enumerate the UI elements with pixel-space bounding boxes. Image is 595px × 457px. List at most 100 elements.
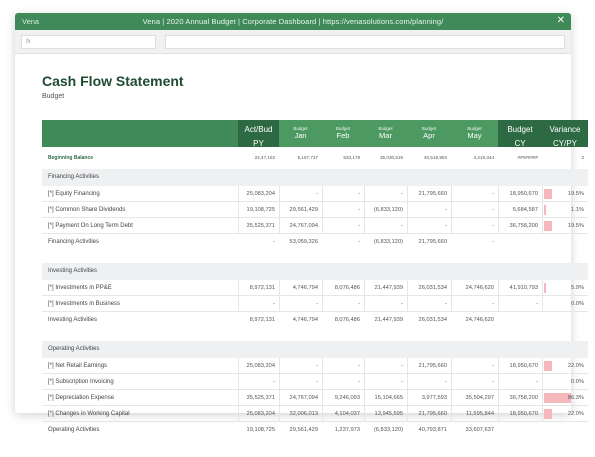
cell-border xyxy=(238,280,279,296)
column-header-2[interactable]: Budget Feb xyxy=(322,120,364,147)
cell-value[interactable]: - xyxy=(358,191,360,197)
cell-value[interactable]: 9,246,093 xyxy=(334,395,360,401)
cell-value[interactable]: 8,076,486 xyxy=(334,285,360,291)
row-label[interactable]: [*] Investments in Business xyxy=(48,301,121,307)
cell-value[interactable]: 21,447,939 xyxy=(374,285,403,291)
cell-value[interactable]: - xyxy=(401,191,403,197)
cell-value[interactable]: 19.5% xyxy=(567,223,584,229)
cell-value[interactable]: 21,795,660 xyxy=(418,363,447,369)
row-label[interactable]: [*] Payment On Long Term Debt xyxy=(48,223,133,229)
cell-value[interactable]: 25,083,204 xyxy=(246,411,275,417)
column-header-4[interactable]: Budget Apr xyxy=(407,120,451,147)
cell-value[interactable]: 35,525,371 xyxy=(246,223,275,229)
formula-input[interactable] xyxy=(165,35,565,49)
cell-value[interactable]: 24,767,094 xyxy=(289,395,318,401)
cell-value[interactable]: - xyxy=(316,379,318,385)
cell-value[interactable]: 36,758,200 xyxy=(509,223,538,229)
cell-border xyxy=(451,296,498,312)
cell-value[interactable]: 21,795,660 xyxy=(418,411,447,417)
cell-value[interactable]: 5.9% xyxy=(571,285,584,291)
name-box[interactable]: fx xyxy=(21,35,156,49)
cell-value: - xyxy=(358,239,360,245)
cell-value[interactable]: 21,795,660 xyxy=(418,191,447,197)
column-header-7[interactable]: Variance CY/PY xyxy=(542,120,588,148)
page-title: Cash Flow Statement xyxy=(42,73,184,89)
cell-value[interactable]: - xyxy=(316,363,318,369)
cell-value[interactable]: - xyxy=(358,207,360,213)
cell-value[interactable]: - xyxy=(492,191,494,197)
cell-value[interactable]: - xyxy=(273,301,275,307)
row-label[interactable]: [*] Net Retail Earnings xyxy=(48,363,108,369)
cell-value[interactable]: 4,104,037 xyxy=(334,411,360,417)
row-label[interactable]: [*] Investments in PP&E xyxy=(48,285,112,291)
cell-value[interactable]: 24,767,094 xyxy=(289,223,318,229)
cell-value[interactable]: 22.0% xyxy=(567,411,584,417)
row-label[interactable]: [*] Changes in Working Capital xyxy=(48,411,130,417)
cell-value[interactable]: - xyxy=(401,363,403,369)
cell-value[interactable]: - xyxy=(536,379,538,385)
cell-value[interactable]: - xyxy=(492,223,494,229)
column-header-6[interactable]: Budget CY xyxy=(498,120,542,148)
cell-value[interactable]: 1.1% xyxy=(571,207,584,213)
cell-value[interactable]: - xyxy=(445,223,447,229)
cell-value[interactable]: 35,525,371 xyxy=(246,395,275,401)
cell-value[interactable]: - xyxy=(358,301,360,307)
row-label[interactable]: [*] Depreciation Expense xyxy=(48,395,115,401)
table-row: Beginning Balance 22,4?,102 5,157,737 833,1… xyxy=(42,147,588,169)
cell-value[interactable]: - xyxy=(273,379,275,385)
column-header-5[interactable]: Budget May xyxy=(451,120,498,147)
row-label[interactable]: [*] Common Share Dividends xyxy=(48,207,126,213)
cell-value[interactable]: 18,950,670 xyxy=(509,363,538,369)
close-icon[interactable]: ✕ xyxy=(556,15,565,26)
column-header-1[interactable]: Budget Jan xyxy=(279,120,322,147)
cell-value[interactable]: 26,031,534 xyxy=(418,285,447,291)
cell-value[interactable]: 18,950,670 xyxy=(509,191,538,197)
cell-value[interactable]: 24,746,620 xyxy=(465,285,494,291)
cell-value[interactable]: - xyxy=(316,191,318,197)
row-label[interactable]: [*] Equity Financing xyxy=(48,191,100,197)
cell-value[interactable]: 36,758,200 xyxy=(509,395,538,401)
cell-value[interactable]: - xyxy=(401,223,403,229)
cell-value[interactable]: 29,561,429 xyxy=(289,207,318,213)
cell-value[interactable]: 11,595,844 xyxy=(465,411,494,417)
cell-value[interactable]: 25,083,204 xyxy=(246,363,275,369)
cell-value[interactable]: 4,746,794 xyxy=(292,285,318,291)
cell-value[interactable]: 41,910,793 xyxy=(509,285,538,291)
cell-value[interactable]: - xyxy=(492,301,494,307)
cell-value[interactable]: 22.0% xyxy=(567,363,584,369)
cell-border xyxy=(407,358,451,374)
cell-value[interactable]: - xyxy=(401,379,403,385)
cell-value[interactable]: 15,104,665 xyxy=(374,395,403,401)
cell-value[interactable]: 3,977,593 xyxy=(421,395,447,401)
cell-value[interactable]: - xyxy=(492,207,494,213)
cell-value[interactable]: - xyxy=(358,363,360,369)
cell-value[interactable]: - xyxy=(445,301,447,307)
cell-value[interactable]: - xyxy=(492,379,494,385)
cell-value[interactable]: 0.0% xyxy=(571,379,584,385)
row-label: Financing Activities xyxy=(48,239,100,245)
cell-value[interactable]: 86.3% xyxy=(567,395,584,401)
cell-value[interactable]: 19.5% xyxy=(567,191,584,197)
cell-value[interactable]: - xyxy=(445,207,447,213)
cell-value[interactable]: - xyxy=(358,379,360,385)
cell-value[interactable]: 32,006,013 xyxy=(289,411,318,417)
cell-value[interactable]: - xyxy=(445,379,447,385)
cell-value[interactable]: 35,504,297 xyxy=(465,395,494,401)
variance-bar xyxy=(544,409,552,419)
row-label[interactable]: [*] Subscription Invoicing xyxy=(48,379,114,385)
cell-value[interactable]: (6,833,120) xyxy=(373,207,403,213)
cell-value[interactable]: - xyxy=(316,301,318,307)
cell-value[interactable]: - xyxy=(401,301,403,307)
cell-value[interactable]: 13,945,595 xyxy=(374,411,403,417)
column-header-0[interactable]: Act/Bud PY xyxy=(238,120,279,148)
cell-value[interactable]: 18,950,670 xyxy=(509,411,538,417)
cell-value[interactable]: 8,972,131 xyxy=(249,285,275,291)
cell-value[interactable]: 19,108,725 xyxy=(246,207,275,213)
cell-value[interactable]: 5,684,587 xyxy=(512,207,538,213)
cell-value[interactable]: - xyxy=(492,363,494,369)
column-header-3[interactable]: Budget Mar xyxy=(364,120,407,147)
cell-value[interactable]: - xyxy=(536,301,538,307)
cell-value[interactable]: - xyxy=(358,223,360,229)
cell-value[interactable]: 25,083,204 xyxy=(246,191,275,197)
cell-value[interactable]: 0.0% xyxy=(571,301,584,307)
